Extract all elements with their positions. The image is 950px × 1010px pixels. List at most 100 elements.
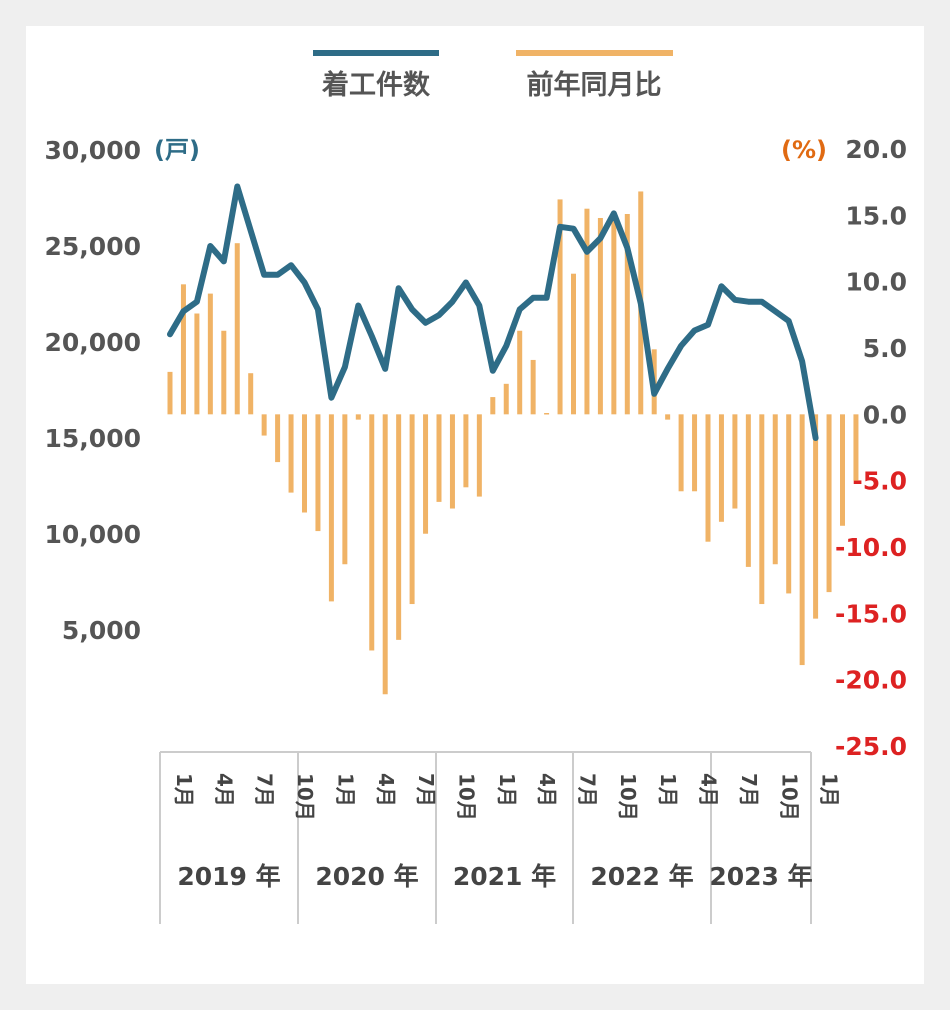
yoy-bar: [423, 414, 429, 534]
yoy-bar: [571, 273, 576, 415]
yoy-bar: [840, 414, 845, 526]
yoy-bar: [665, 414, 671, 420]
yoy-bar: [772, 414, 778, 565]
year-label: 2022 年: [590, 862, 693, 891]
yoy-bar: [705, 414, 711, 542]
yoy-bar: [275, 414, 281, 463]
left-tick-label: 30,000: [45, 136, 141, 165]
year-label: 2020 年: [315, 862, 418, 891]
yoy-bar: [207, 293, 213, 415]
month-label: 1月: [172, 773, 196, 807]
month-label: 1月: [333, 773, 357, 807]
bar-series: [167, 191, 859, 695]
right-tick-label: -10.0: [835, 533, 907, 562]
yoy-bar: [382, 414, 388, 695]
yoy-bar: [853, 414, 859, 481]
yoy-bar: [557, 199, 563, 415]
yoy-bar: [194, 313, 200, 415]
yoy-bar: [234, 243, 240, 415]
yoy-bar: [584, 208, 590, 415]
month-label: 10月: [293, 773, 317, 821]
month-label: 7月: [253, 773, 277, 807]
legend: 着工件数 前年同月比: [313, 50, 673, 101]
yoy-bar: [692, 414, 698, 492]
yoy-bar: [261, 414, 267, 436]
month-label: 10月: [616, 773, 640, 821]
right-tick-label: 20.0: [845, 135, 907, 164]
starts-line: [167, 183, 819, 441]
yoy-bar: [396, 414, 402, 640]
yoy-bar: [490, 397, 496, 415]
yoy-bar: [624, 214, 630, 415]
yoy-bar: [678, 414, 684, 492]
month-label: 4月: [374, 773, 398, 807]
left-axis-ticks: 30,000 25,000 20,000 15,000 10,000 5,000: [45, 136, 141, 645]
yoy-bar: [799, 414, 805, 666]
line-series: [167, 183, 819, 441]
left-tick-label: 25,000: [45, 232, 141, 261]
yoy-bar: [517, 330, 523, 415]
chart-card: 着工件数 前年同月比 (戸) (%) 30,000 25,000 20,000 15,…: [26, 26, 924, 984]
yoy-bar: [248, 373, 254, 415]
left-tick-label: 20,000: [45, 328, 141, 357]
month-label: 7月: [414, 773, 438, 807]
legend-label-1: 前年同月比: [527, 69, 662, 101]
yoy-bar: [302, 414, 307, 513]
yoy-bar: [355, 414, 361, 420]
year-label: 2019 年: [177, 862, 280, 891]
month-label: 1月: [818, 773, 842, 807]
yoy-bar: [826, 414, 832, 593]
chart-svg: 着工件数 前年同月比 (戸) (%) 30,000 25,000 20,000 15,…: [45, 50, 907, 924]
year-label: 2023 年: [709, 862, 812, 891]
yoy-bar: [759, 414, 765, 605]
yoy-bar: [449, 414, 455, 509]
yoy-bar: [180, 284, 186, 415]
legend-label-0: 着工件数: [321, 69, 431, 101]
right-tick-label: -25.0: [835, 732, 907, 761]
yoy-bar: [409, 414, 415, 605]
month-label: 1月: [495, 773, 519, 807]
left-tick-label: 5,000: [62, 616, 141, 645]
yoy-bar: [718, 414, 724, 522]
month-label: 1月: [656, 773, 680, 807]
yoy-bar: [503, 383, 509, 415]
right-tick-label: -20.0: [835, 666, 907, 695]
yoy-bar: [342, 414, 348, 565]
left-axis-unit: (戸): [154, 136, 200, 164]
yoy-bar: [597, 217, 603, 415]
yoy-bar: [813, 414, 819, 619]
month-label: 7月: [576, 773, 600, 807]
yoy-bar: [369, 414, 375, 651]
right-tick-label: 5.0: [863, 334, 907, 363]
left-tick-label: 15,000: [45, 424, 141, 453]
right-tick-label: 10.0: [845, 268, 907, 297]
yoy-bar: [221, 330, 227, 415]
yoy-bar: [436, 414, 442, 502]
yoy-bar: [328, 414, 334, 602]
month-label: 7月: [737, 773, 761, 807]
yoy-bar: [167, 371, 173, 415]
left-tick-label: 10,000: [45, 520, 141, 549]
yoy-bar: [745, 414, 751, 567]
yoy-bar: [315, 414, 321, 532]
month-label: 4月: [212, 773, 236, 807]
year-label: 2021 年: [453, 862, 556, 891]
yoy-bar: [476, 414, 482, 497]
right-tick-label: -5.0: [852, 467, 907, 496]
right-axis-unit: (%): [781, 136, 827, 164]
right-tick-label: 15.0: [845, 201, 907, 230]
month-label: 10月: [777, 773, 801, 821]
yoy-bar: [288, 414, 294, 493]
yoy-bar: [786, 414, 792, 594]
yoy-bar: [530, 359, 536, 415]
month-label: 10月: [454, 773, 478, 821]
x-axis: 2019 年 2020 年 2021 年 2022 年 2023 年 1月 4月 7月 10月 1…: [159, 751, 842, 924]
yoy-bar: [611, 220, 617, 415]
right-axis-ticks: 20.0 15.0 10.0 5.0 0.0 -5.0 -10.0 -15.0 -20.0 -25…: [835, 135, 907, 761]
right-tick-label: -15.0: [835, 599, 907, 628]
yoy-bar: [463, 414, 469, 488]
month-label: 4月: [697, 773, 721, 807]
month-label: 4月: [535, 773, 559, 807]
right-tick-label: 0.0: [863, 400, 907, 429]
yoy-bar: [544, 413, 550, 415]
